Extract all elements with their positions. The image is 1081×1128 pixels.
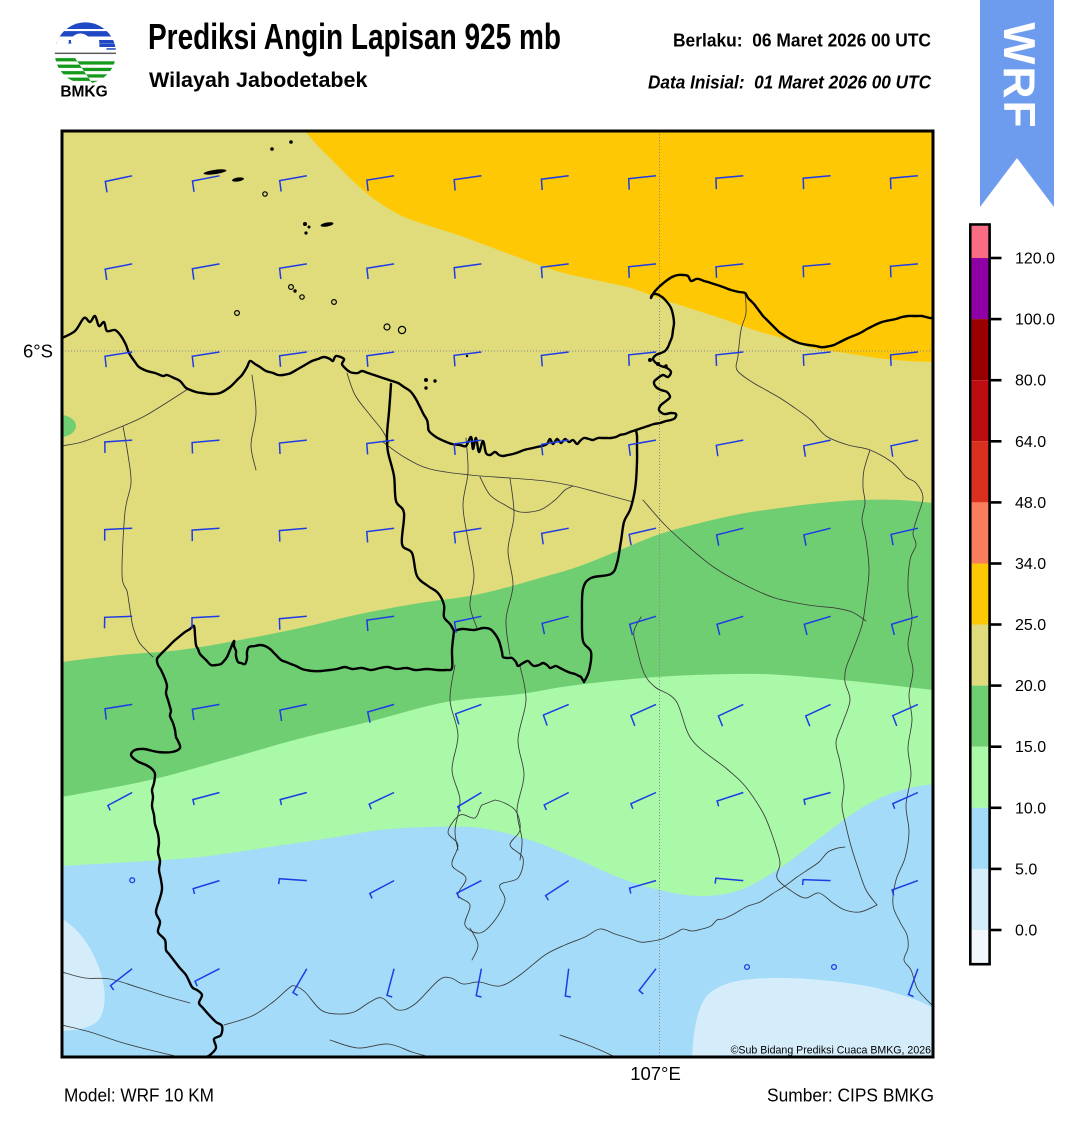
svg-text:100.0: 100.0 (1015, 312, 1055, 329)
svg-text:©Sub Bidang Prediksi Cuaca BMK: ©Sub Bidang Prediksi Cuaca BMKG, 2026 (731, 1045, 931, 1057)
svg-text:Berlaku: 06 Maret 2026 00 UTC: Berlaku: 06 Maret 2026 00 UTC (673, 31, 931, 51)
svg-text:BMKG: BMKG (60, 84, 107, 101)
svg-text:WRF: WRF (994, 22, 1043, 129)
svg-text:64.0: 64.0 (1015, 434, 1046, 451)
svg-text:6°S: 6°S (23, 341, 53, 362)
svg-text:Data Inisial: 01 Maret 2026 0: Data Inisial: 01 Maret 2026 00 UTC (648, 73, 932, 93)
svg-text:Prediksi Angin Lapisan 925 mb: Prediksi Angin Lapisan 925 mb (148, 16, 561, 57)
svg-text:Sumber: CIPS BMKG: Sumber: CIPS BMKG (767, 1085, 934, 1106)
svg-text:25.0: 25.0 (1015, 617, 1046, 634)
svg-text:80.0: 80.0 (1015, 373, 1046, 390)
svg-text:Wilayah Jabodetabek: Wilayah Jabodetabek (149, 68, 368, 92)
svg-text:120.0: 120.0 (1015, 251, 1055, 268)
svg-text:20.0: 20.0 (1015, 678, 1046, 695)
svg-text:0.0: 0.0 (1015, 923, 1037, 940)
svg-text:34.0: 34.0 (1015, 556, 1046, 573)
svg-text:10.0: 10.0 (1015, 800, 1046, 817)
svg-text:Model: WRF 10 KM: Model: WRF 10 KM (64, 1085, 214, 1106)
svg-text:48.0: 48.0 (1015, 495, 1046, 512)
svg-text:15.0: 15.0 (1015, 739, 1046, 756)
svg-text:5.0: 5.0 (1015, 861, 1037, 878)
svg-text:107°E: 107°E (630, 1063, 681, 1084)
